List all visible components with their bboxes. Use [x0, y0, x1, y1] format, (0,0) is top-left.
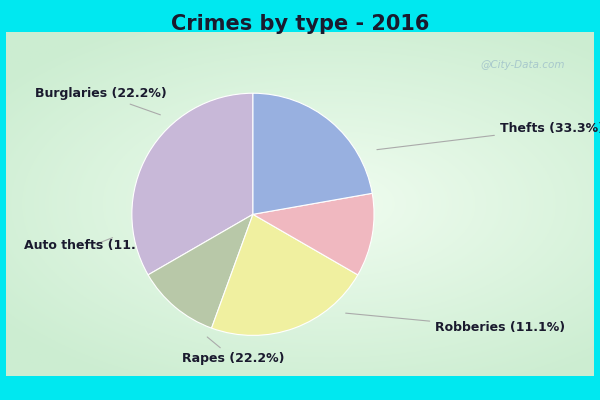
Wedge shape: [253, 193, 374, 275]
Text: Auto thefts (11.1%): Auto thefts (11.1%): [23, 238, 163, 252]
Wedge shape: [212, 214, 358, 336]
Text: @City-Data.com: @City-Data.com: [480, 60, 565, 70]
Wedge shape: [253, 93, 372, 214]
Wedge shape: [148, 214, 253, 328]
Text: Robberies (11.1%): Robberies (11.1%): [346, 313, 565, 334]
Wedge shape: [132, 93, 253, 275]
Text: Rapes (22.2%): Rapes (22.2%): [182, 337, 285, 365]
Text: Burglaries (22.2%): Burglaries (22.2%): [35, 88, 167, 115]
Text: Thefts (33.3%): Thefts (33.3%): [377, 122, 600, 150]
Text: Crimes by type - 2016: Crimes by type - 2016: [171, 14, 429, 34]
